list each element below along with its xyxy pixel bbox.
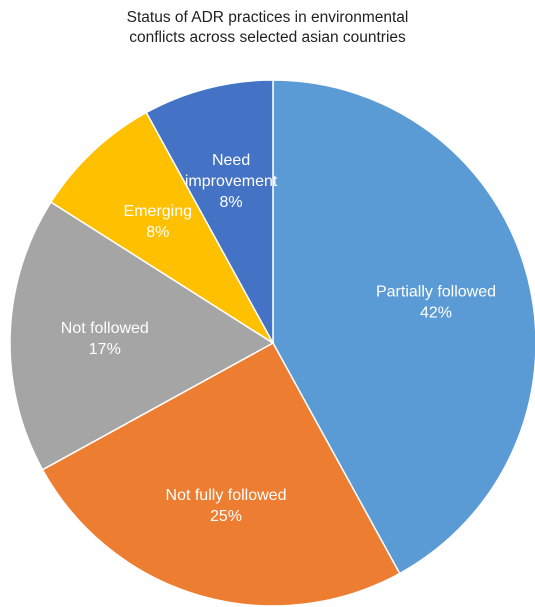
pie-slice-4 — [49, 111, 274, 344]
slice-category-label: Emerging — [124, 203, 192, 220]
slice-category-label: Partially followed — [376, 284, 496, 301]
slice-value-label: 42% — [420, 305, 452, 322]
pie-slice-label-5: Need improvement 8% — [185, 152, 278, 211]
pie-slice-label-1: Partially followed 42% — [376, 284, 496, 322]
pie-slice-label-2: Not fully followed 25% — [166, 487, 287, 525]
pie-slice-1 — [272, 79, 535, 575]
slice-category-label: Not followed — [61, 320, 149, 337]
pie-slice-5 — [145, 79, 274, 344]
slice-value-label: 8% — [146, 224, 169, 241]
slice-category-label: Not fully followed — [166, 487, 287, 504]
slice-category-label: Need — [212, 152, 250, 169]
slice-value-label: 25% — [210, 508, 242, 525]
pie-slices — [9, 79, 535, 607]
pie-slice-3 — [9, 201, 275, 471]
pie-labels: Partially followed 42% Not fully followed 2… — [61, 152, 496, 525]
chart-title-line-1: Status of ADR practices in environmental — [126, 9, 409, 26]
pie-slice-label-4: Emerging 8% — [124, 203, 192, 241]
pie-slice-label-3: Not followed 17% — [61, 320, 149, 358]
slice-category-label: improvement — [185, 173, 278, 190]
chart-title-line-2: conflicts across selected asian countrie… — [129, 29, 406, 46]
pie-slice-2 — [41, 341, 401, 607]
slice-value-label: 8% — [220, 194, 243, 211]
slice-value-label: 17% — [89, 341, 121, 358]
chart-title: Status of ADR practices in environmental… — [0, 8, 535, 48]
